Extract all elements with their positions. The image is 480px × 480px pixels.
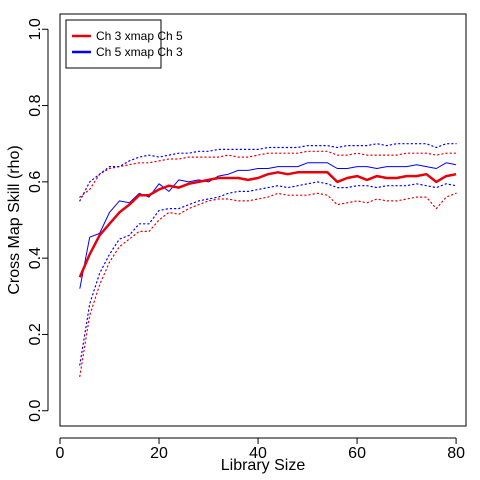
- legend-box: [65, 19, 162, 69]
- x-tick-label: 80: [447, 445, 465, 462]
- y-tick-label: 0.4: [27, 247, 44, 269]
- plot-frame: [59, 13, 467, 427]
- x-tick-label: 20: [150, 445, 168, 462]
- x-tick-label: 0: [56, 445, 65, 462]
- y-tick-label: 1.0: [27, 18, 44, 40]
- series-1-lower-bound-line: [79, 192, 457, 377]
- y-tick-label: 0.6: [27, 171, 44, 193]
- x-tick-label: 60: [348, 445, 366, 462]
- y-tick-label: 0.0: [27, 399, 44, 421]
- legend: Ch 3 xmap Ch 5 Ch 5 xmap Ch 3: [65, 19, 183, 69]
- y-axis-label: Cross Map Skill (rho): [6, 145, 23, 294]
- x-axis-label: Library Size: [221, 457, 306, 474]
- y-tick-label: 0.8: [27, 94, 44, 116]
- axes: 0 20 40 60 80 0.0 0.2 0.4 0.6 0.8 1.0: [27, 18, 465, 462]
- series-1-upper-bound-line: [79, 150, 457, 198]
- y-tick-label: 0.2: [27, 323, 44, 345]
- plot-marks: [78, 143, 457, 377]
- legend-label-1: Ch 3 xmap Ch 5: [96, 29, 183, 43]
- series-1-line: [78, 171, 457, 278]
- x-tick-label: 40: [249, 445, 267, 462]
- series-2-lower-bound-line: [79, 181, 457, 366]
- legend-label-2: Ch 5 xmap Ch 3: [96, 45, 183, 59]
